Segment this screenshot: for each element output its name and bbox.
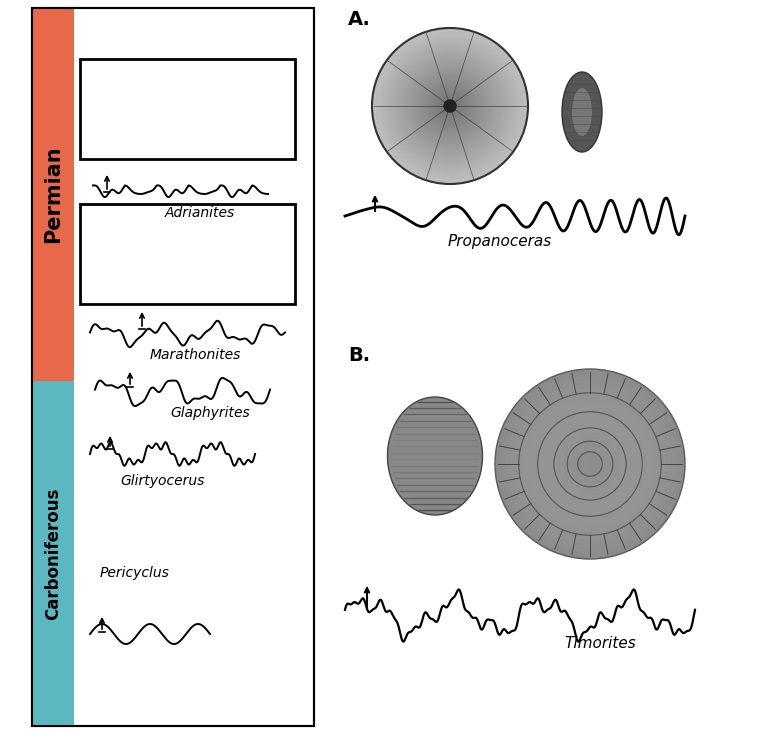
Circle shape xyxy=(426,83,473,129)
Circle shape xyxy=(440,96,460,116)
Circle shape xyxy=(409,65,491,147)
Text: Glirtyocerus: Glirtyocerus xyxy=(120,474,204,488)
Circle shape xyxy=(411,67,489,145)
Circle shape xyxy=(444,100,456,112)
Circle shape xyxy=(378,34,522,178)
Bar xyxy=(80,204,295,304)
Circle shape xyxy=(399,55,501,156)
Bar xyxy=(32,8,74,382)
Circle shape xyxy=(372,28,528,184)
Circle shape xyxy=(401,57,498,155)
Bar xyxy=(80,59,295,159)
Circle shape xyxy=(421,77,479,135)
Text: Propanoceras: Propanoceras xyxy=(448,234,552,249)
Ellipse shape xyxy=(388,397,482,515)
Bar xyxy=(32,8,314,726)
Text: B.: B. xyxy=(348,346,370,365)
Circle shape xyxy=(389,46,511,167)
Ellipse shape xyxy=(562,72,602,152)
Circle shape xyxy=(415,71,485,141)
Circle shape xyxy=(429,84,472,128)
Circle shape xyxy=(413,69,487,143)
Circle shape xyxy=(448,104,452,108)
Bar xyxy=(32,8,314,726)
Circle shape xyxy=(435,90,465,122)
Circle shape xyxy=(376,32,524,180)
Ellipse shape xyxy=(572,88,592,136)
Circle shape xyxy=(388,43,512,168)
Circle shape xyxy=(407,63,493,149)
Circle shape xyxy=(439,94,462,117)
Circle shape xyxy=(384,40,516,172)
Circle shape xyxy=(406,61,495,151)
Circle shape xyxy=(374,30,526,182)
Circle shape xyxy=(382,37,518,174)
Circle shape xyxy=(442,98,458,114)
Circle shape xyxy=(444,100,456,112)
Circle shape xyxy=(397,54,502,159)
Circle shape xyxy=(432,89,468,123)
Circle shape xyxy=(386,42,515,170)
Circle shape xyxy=(396,51,505,161)
Text: Permian: Permian xyxy=(43,146,63,244)
Text: Glaphyrites: Glaphyrites xyxy=(170,406,250,420)
Text: Marathonites: Marathonites xyxy=(149,348,240,362)
Circle shape xyxy=(436,92,464,120)
Circle shape xyxy=(380,36,520,176)
Circle shape xyxy=(393,49,507,162)
Circle shape xyxy=(417,73,483,139)
Circle shape xyxy=(403,59,497,153)
Circle shape xyxy=(446,102,454,110)
Bar xyxy=(32,382,74,726)
Text: Timorites: Timorites xyxy=(564,636,636,651)
Text: Carboniferous: Carboniferous xyxy=(44,487,62,620)
Text: A.: A. xyxy=(348,10,371,29)
Circle shape xyxy=(431,87,469,126)
Circle shape xyxy=(425,81,475,131)
Circle shape xyxy=(392,48,508,164)
Circle shape xyxy=(422,79,477,134)
Circle shape xyxy=(419,75,482,137)
Text: Adrianites: Adrianites xyxy=(165,206,235,220)
Text: Pericyclus: Pericyclus xyxy=(100,566,170,580)
Circle shape xyxy=(495,369,685,559)
